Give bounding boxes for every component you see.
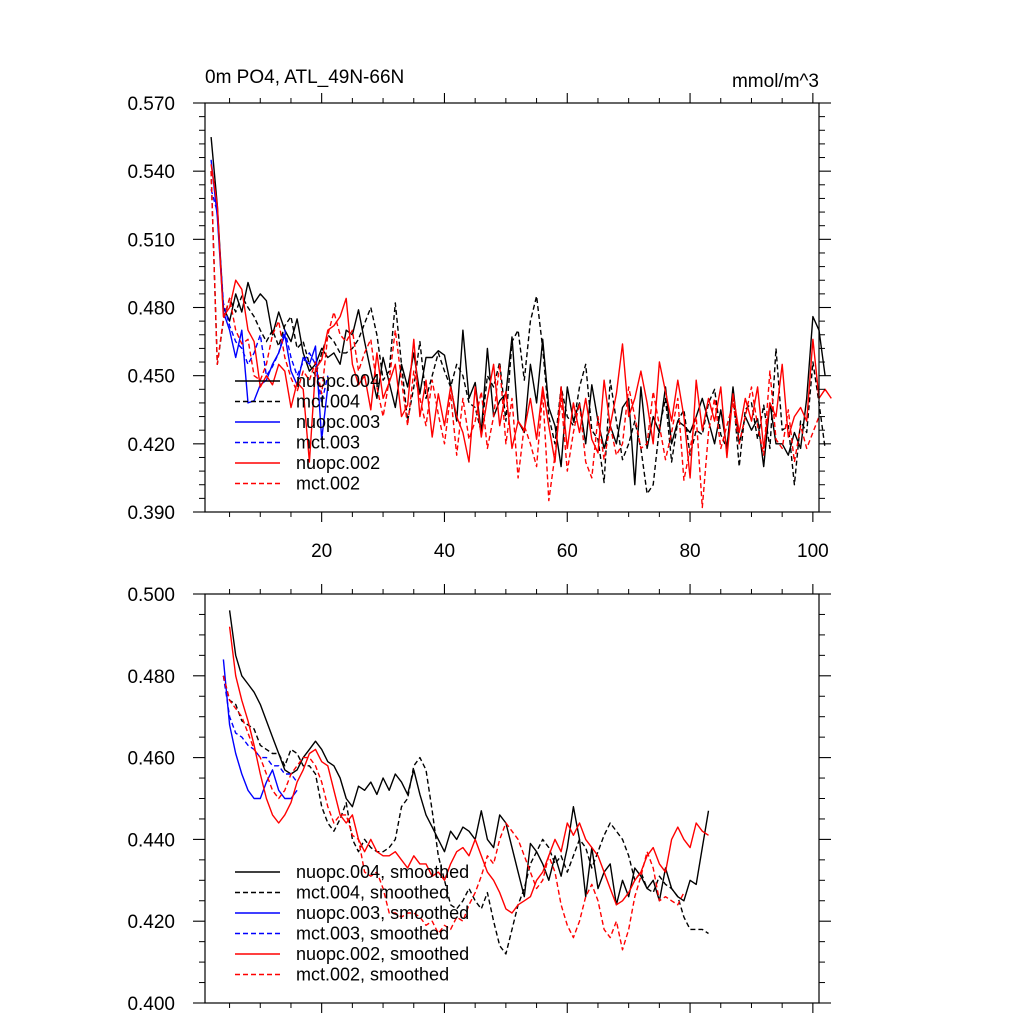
legend-label-nuopc-004-smoothed: nuopc.004, smoothed bbox=[296, 862, 469, 882]
legend-label-mct-002-smoothed: mct.002, smoothed bbox=[296, 965, 449, 985]
series-line-nuopc-004-smoothed bbox=[228, 610, 710, 906]
y-tick-label: 0.540 bbox=[127, 162, 175, 183]
y-tick-label: 0.420 bbox=[127, 912, 175, 933]
legend-label-mct-002: mct.002 bbox=[296, 474, 360, 494]
smoothed-series-layer bbox=[222, 610, 710, 955]
y-tick-label: 0.510 bbox=[127, 230, 175, 251]
legend-label-mct-003: mct.003 bbox=[296, 433, 360, 453]
raw-axis-ticks: 20 40 60 80 100 0.390 0.420 0.450 0.480 0.510 0.54… bbox=[127, 93, 831, 562]
smoothed-timeseries-panel: 0.400 0.420 0.440 0.460 0.480 0.500 nuopc.004… bbox=[127, 584, 831, 1015]
legend-label-mct-004: mct.004 bbox=[296, 392, 360, 412]
legend-label-mct-004-smoothed: mct.004, smoothed bbox=[296, 883, 449, 903]
legend-label-nuopc-002: nuopc.002 bbox=[296, 453, 380, 473]
x-tick-label: 20 bbox=[311, 541, 332, 562]
x-tick-label: 40 bbox=[434, 541, 455, 562]
legend-label-mct-003-smoothed: mct.003, smoothed bbox=[296, 924, 449, 944]
x-tick-label: 100 bbox=[797, 541, 829, 562]
series-line-nuopc-002-smoothed bbox=[228, 626, 709, 914]
y-tick-label: 0.570 bbox=[127, 94, 175, 115]
raw-series-layer bbox=[210, 137, 832, 509]
series-line-mct-002-smoothed bbox=[222, 675, 685, 951]
legend-label-nuopc-003: nuopc.003 bbox=[296, 412, 380, 432]
y-tick-label: 0.480 bbox=[127, 299, 175, 320]
y-tick-label: 0.460 bbox=[127, 749, 175, 770]
series-line-nuopc-002 bbox=[210, 164, 832, 479]
series-line-mct-004 bbox=[210, 171, 826, 495]
raw-legend: nuopc.004mct.004nuopc.003mct.003nuopc.00… bbox=[235, 371, 380, 494]
series-line-mct-002 bbox=[210, 171, 820, 509]
y-tick-label: 0.390 bbox=[127, 503, 175, 524]
panel-title: 0m PO4, ATL_49N-66N bbox=[205, 67, 404, 88]
series-line-mct-003 bbox=[210, 189, 329, 404]
smoothed-axis-ticks: 0.400 0.420 0.440 0.460 0.480 0.500 bbox=[127, 584, 831, 1015]
legend-label-nuopc-002-smoothed: nuopc.002, smoothed bbox=[296, 944, 469, 964]
units-label: mmol/m^3 bbox=[732, 71, 819, 92]
series-line-nuopc-003-smoothed bbox=[222, 659, 298, 800]
x-tick-label: 60 bbox=[557, 541, 578, 562]
legend-label-nuopc-003-smoothed: nuopc.003, smoothed bbox=[296, 903, 469, 923]
y-tick-label: 0.500 bbox=[127, 585, 175, 606]
y-tick-label: 0.480 bbox=[127, 667, 175, 688]
x-tick-label: 80 bbox=[679, 541, 700, 562]
legend-label-nuopc-004: nuopc.004 bbox=[296, 371, 380, 391]
y-tick-label: 0.440 bbox=[127, 830, 175, 851]
y-tick-label: 0.400 bbox=[127, 994, 175, 1015]
raw-timeseries-panel: 20 40 60 80 100 0.390 0.420 0.450 0.480 0.510 0.54… bbox=[127, 67, 832, 562]
series-line-mct-003-smoothed bbox=[222, 675, 298, 783]
y-tick-label: 0.420 bbox=[127, 435, 175, 456]
y-tick-label: 0.450 bbox=[127, 367, 175, 388]
